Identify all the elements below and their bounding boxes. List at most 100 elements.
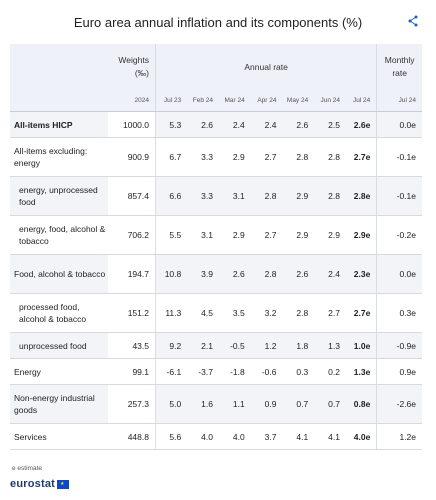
annual-rate-cell: 9.2 xyxy=(154,332,188,359)
header-empty-cell xyxy=(10,44,109,89)
table-row: energy, food, alcohol & tobacco 706.2 5.5 3… xyxy=(10,215,422,255)
annual-rate-cell: 4.1 xyxy=(282,423,315,450)
annual-rate-cell: 2.6 xyxy=(218,254,251,294)
annual-rate-cell: 2.8 xyxy=(250,254,283,294)
annual-rate-cell: 1.2 xyxy=(250,332,283,359)
subheader-col: Jun 24 xyxy=(314,89,346,112)
annual-rate-cell: 0.7 xyxy=(282,384,315,424)
annual-rate-cell: 3.2 xyxy=(250,293,283,333)
annual-rate-cell: -6.1 xyxy=(154,358,188,385)
annual-rate-cell: 5.5 xyxy=(154,215,188,255)
row-label: energy, unprocessed food xyxy=(10,176,109,216)
weight-cell: 194.7 xyxy=(108,254,156,294)
row-label: Services xyxy=(10,423,109,450)
header-annual-rate: Annual rate xyxy=(154,44,377,89)
annual-rate-cell: 2.8 xyxy=(282,293,315,333)
annual-rate-cell: 1.1 xyxy=(218,384,251,424)
annual-rate-cell: 2.6e xyxy=(345,111,377,138)
weight-cell: 1000.0 xyxy=(108,111,156,138)
annual-rate-cell: 2.9 xyxy=(218,215,251,255)
row-label: Food, alcohol & tobacco xyxy=(10,254,109,294)
annual-rate-cell: 2.6 xyxy=(282,254,315,294)
table-row: All-items excluding: energy 900.9 6.7 3.3 2.… xyxy=(10,137,422,177)
annual-rate-cell: 2.5 xyxy=(314,111,346,138)
annual-rate-cell: -1.8 xyxy=(218,358,251,385)
annual-rate-cell: 0.7 xyxy=(314,384,346,424)
annual-rate-cell: 3.1 xyxy=(187,215,219,255)
weight-cell: 257.3 xyxy=(108,384,156,424)
monthly-rate-cell: 0.0e xyxy=(376,111,422,138)
annual-rate-cell: 4.5 xyxy=(187,293,219,333)
row-label: processed food, alcohol & tobacco xyxy=(10,293,109,333)
subheader-col: May 24 xyxy=(282,89,315,112)
monthly-rate-cell: -0.2e xyxy=(376,215,422,255)
annual-rate-cell: 1.3e xyxy=(345,358,377,385)
annual-rate-cell: 2.9 xyxy=(282,176,315,216)
subheader-col: Mar 24 xyxy=(218,89,251,112)
annual-rate-cell: 6.6 xyxy=(154,176,188,216)
annual-rate-cell: 3.9 xyxy=(187,254,219,294)
table-row: processed food, alcohol & tobacco 151.2 11… xyxy=(10,293,422,333)
weight-cell: 706.2 xyxy=(108,215,156,255)
monthly-rate-cell: 0.9e xyxy=(376,358,422,385)
annual-rate-cell: 2.4 xyxy=(314,254,346,294)
annual-rate-cell: 4.1 xyxy=(314,423,346,450)
annual-rate-cell: 2.3e xyxy=(345,254,377,294)
annual-rate-cell: 3.1 xyxy=(218,176,251,216)
row-label: All-items excluding: energy xyxy=(10,137,109,177)
annual-rate-cell: 0.3 xyxy=(282,358,315,385)
annual-rate-cell: 2.8e xyxy=(345,176,377,216)
annual-rate-cell: 5.6 xyxy=(154,423,188,450)
annual-rate-cell: 3.3 xyxy=(187,137,219,177)
annual-rate-cell: 1.0e xyxy=(345,332,377,359)
annual-rate-cell: 2.9e xyxy=(345,215,377,255)
table-row: Non-energy industrial goods 257.3 5.0 1.6 1.… xyxy=(10,384,422,424)
annual-rate-cell: 3.5 xyxy=(218,293,251,333)
inflation-table: Weights (‰) Annual rate Monthly rate 202… xyxy=(10,44,422,450)
annual-rate-cell: 6.7 xyxy=(154,137,188,177)
annual-rate-cell: 3.7 xyxy=(250,423,283,450)
subheader-col: Jul 24 xyxy=(345,89,377,112)
annual-rate-cell: 11.3 xyxy=(154,293,188,333)
annual-rate-cell: -0.5 xyxy=(218,332,251,359)
annual-rate-cell: 0.9 xyxy=(250,384,283,424)
header-monthly-rate: Monthly rate xyxy=(376,44,422,89)
annual-rate-cell: 2.7e xyxy=(345,293,377,333)
share-icon[interactable] xyxy=(408,15,418,27)
annual-rate-cell: 2.9 xyxy=(282,215,315,255)
logo-text: eurostat xyxy=(10,478,55,490)
row-label: Energy xyxy=(10,358,109,385)
annual-rate-cell: -3.7 xyxy=(187,358,219,385)
annual-rate-cell: 2.8 xyxy=(314,137,346,177)
chart-title: Euro area annual inflation and its compo… xyxy=(73,15,363,30)
row-label: All-items HICP xyxy=(10,111,109,138)
monthly-rate-cell: -0.1e xyxy=(376,137,422,177)
annual-rate-cell: 0.8e xyxy=(345,384,377,424)
weight-cell: 857.4 xyxy=(108,176,156,216)
subheader-empty-cell xyxy=(10,89,109,112)
subheader-col: Jul 24 xyxy=(376,89,422,112)
table-row: unprocessed food 43.5 9.2 2.1 -0.5 1.2 1.8 1.3 1… xyxy=(10,332,422,359)
annual-rate-cell: -0.6 xyxy=(250,358,283,385)
monthly-rate-cell: 0.0e xyxy=(376,254,422,294)
footnote: e estimate xyxy=(12,465,42,472)
table-row: energy, unprocessed food 857.4 6.6 3.3 3.1 2.… xyxy=(10,176,422,216)
annual-rate-cell: 2.8 xyxy=(282,137,315,177)
subheader-weights-year: 2024 xyxy=(108,89,156,112)
monthly-rate-cell: 1.2e xyxy=(376,423,422,450)
annual-rate-cell: 2.6 xyxy=(282,111,315,138)
annual-rate-cell: 2.4 xyxy=(250,111,283,138)
annual-rate-cell: 10.8 xyxy=(154,254,188,294)
annual-rate-cell: 4.0e xyxy=(345,423,377,450)
annual-rate-cell: 2.9 xyxy=(218,137,251,177)
monthly-rate-cell: 0.3e xyxy=(376,293,422,333)
subheader-col: Jul 23 xyxy=(154,89,188,112)
annual-rate-cell: 2.8 xyxy=(250,176,283,216)
annual-rate-cell: 2.8 xyxy=(314,176,346,216)
subheader-col: Apr 24 xyxy=(250,89,283,112)
annual-rate-cell: 1.8 xyxy=(282,332,315,359)
annual-rate-cell: 5.3 xyxy=(154,111,188,138)
table-row: Energy 99.1 -6.1 -3.7 -1.8 -0.6 0.3 0.2 1.3e 0.9e xyxy=(10,358,422,385)
weight-cell: 448.8 xyxy=(108,423,156,450)
annual-rate-cell: 2.7e xyxy=(345,137,377,177)
